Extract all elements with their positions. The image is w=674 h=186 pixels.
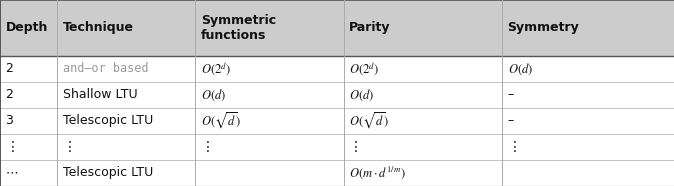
Text: Depth: Depth <box>5 21 48 34</box>
Text: $O(d)$: $O(d)$ <box>508 61 532 77</box>
Text: ⋮: ⋮ <box>508 140 522 154</box>
Text: Shallow LTU: Shallow LTU <box>63 88 137 101</box>
Bar <box>0 0 674 56</box>
Text: ⋮: ⋮ <box>201 140 215 154</box>
Text: –: – <box>508 114 514 127</box>
Text: ⋮: ⋮ <box>5 140 20 154</box>
Text: and–or based: and–or based <box>63 62 148 75</box>
Text: $O(\sqrt{d})$: $O(\sqrt{d})$ <box>349 111 389 131</box>
Text: $O(\sqrt{d})$: $O(\sqrt{d})$ <box>201 111 241 131</box>
Text: 3: 3 <box>5 114 13 127</box>
Text: $O(d)$: $O(d)$ <box>349 87 374 103</box>
Text: 2: 2 <box>5 62 13 75</box>
Text: $O(d)$: $O(d)$ <box>201 87 226 103</box>
Text: –: – <box>508 88 514 101</box>
Text: Symmetric
functions: Symmetric functions <box>201 14 276 42</box>
Text: Technique: Technique <box>63 21 133 34</box>
Text: ⋮: ⋮ <box>63 140 77 154</box>
Text: $O(2^d)$: $O(2^d)$ <box>349 60 379 78</box>
Text: Symmetry: Symmetry <box>508 21 579 34</box>
Text: ⋯: ⋯ <box>5 166 18 179</box>
Text: $O(2^d)$: $O(2^d)$ <box>201 60 231 78</box>
Text: $O(m \cdot d^{1/m})$: $O(m \cdot d^{1/m})$ <box>349 165 406 181</box>
Text: Telescopic LTU: Telescopic LTU <box>63 166 153 179</box>
Text: ⋮: ⋮ <box>349 140 363 154</box>
Text: Parity: Parity <box>349 21 391 34</box>
Text: Telescopic LTU: Telescopic LTU <box>63 114 153 127</box>
Text: 2: 2 <box>5 88 13 101</box>
